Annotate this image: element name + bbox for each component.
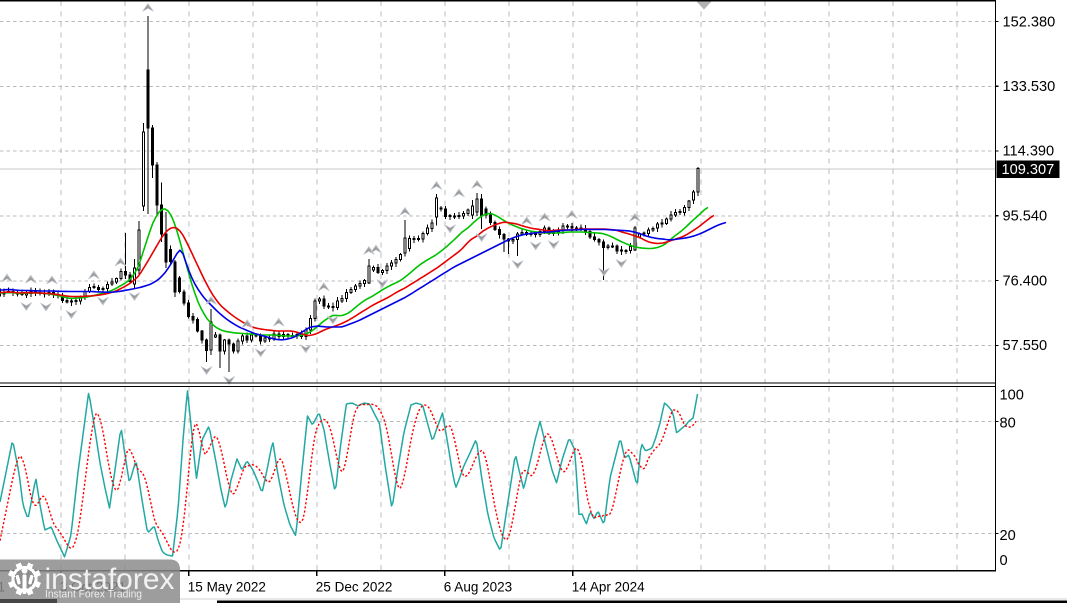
svg-text:6 Aug 2023: 6 Aug 2023 <box>444 579 512 594</box>
svg-text:57.550: 57.550 <box>1003 338 1048 354</box>
svg-text:20: 20 <box>1000 528 1016 544</box>
svg-text:25 Dec 2022: 25 Dec 2022 <box>316 579 393 594</box>
svg-text:114.390: 114.390 <box>1003 144 1055 160</box>
svg-text:95.540: 95.540 <box>1003 209 1048 225</box>
svg-text:76.400: 76.400 <box>1003 273 1048 289</box>
svg-text:152.380: 152.380 <box>1003 14 1056 30</box>
svg-text:15 May 2022: 15 May 2022 <box>188 579 266 594</box>
svg-text:Instant Forex Trading: Instant Forex Trading <box>45 589 142 601</box>
svg-text:0: 0 <box>1000 553 1008 569</box>
svg-text:100: 100 <box>1000 388 1024 404</box>
svg-text:133.530: 133.530 <box>1003 79 1056 95</box>
svg-text:109.307: 109.307 <box>1002 162 1055 178</box>
svg-text:80: 80 <box>1000 416 1016 432</box>
svg-text:14 Apr 2024: 14 Apr 2024 <box>572 579 645 594</box>
